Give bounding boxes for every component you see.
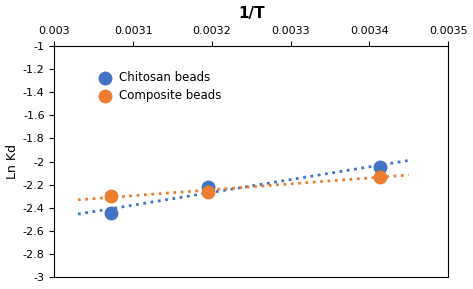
Chitosan beads bbox=[376, 165, 384, 170]
Chitosan beads bbox=[204, 185, 212, 189]
Legend: Chitosan beads, Composite beads: Chitosan beads, Composite beads bbox=[92, 70, 222, 103]
Composite beads bbox=[376, 174, 384, 179]
Composite beads bbox=[204, 189, 212, 194]
Chitosan beads bbox=[107, 210, 115, 215]
Title: 1/T: 1/T bbox=[238, 5, 264, 21]
Y-axis label: Ln Kd: Ln Kd bbox=[6, 144, 18, 179]
Composite beads bbox=[107, 194, 115, 199]
